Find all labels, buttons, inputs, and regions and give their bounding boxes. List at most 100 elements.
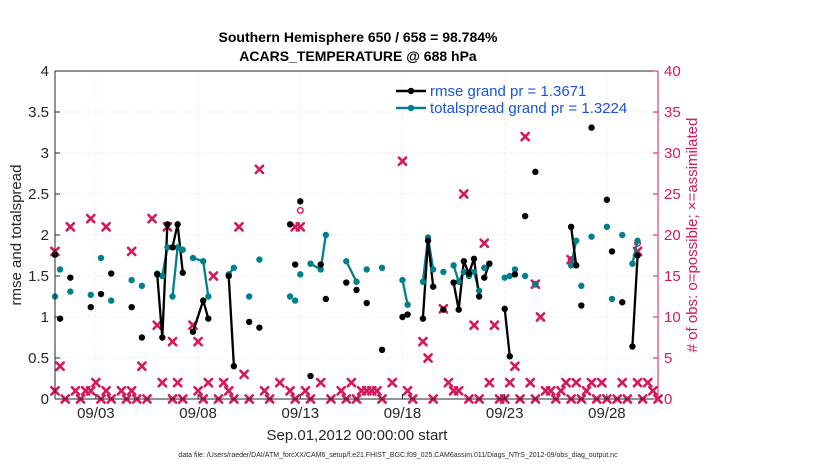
rmse-point <box>256 324 263 331</box>
totalspread-point <box>603 223 611 230</box>
rmse-point <box>291 261 299 268</box>
y-tick-label-right: 10 <box>664 309 681 326</box>
rmse-point <box>225 272 232 280</box>
y-tick-label-right: 25 <box>664 186 681 203</box>
obs-assimilated-marker <box>218 377 229 388</box>
totalspread-point <box>164 244 171 251</box>
obs-assimilated-marker <box>581 385 592 396</box>
chart-title-line1: Southern Hemisphere 650 / 658 = 98.784% <box>219 29 499 45</box>
x-tick-label: 09/28 <box>588 405 626 422</box>
totalspread-point <box>108 297 115 304</box>
y-tick-label: 4 <box>41 63 49 80</box>
obs-assimilated-marker <box>479 238 490 249</box>
obs-assimilated-marker <box>458 189 469 199</box>
rmse-point <box>56 315 64 322</box>
rmse-point <box>532 168 539 176</box>
y-tick-label: 3 <box>41 145 49 162</box>
totalspread-point <box>256 256 263 263</box>
totalspread-point <box>291 297 299 304</box>
y-tick-label: 2 <box>41 227 49 244</box>
rmse-point <box>470 255 478 262</box>
obs-assimilated-marker <box>239 369 249 380</box>
obs-assimilated-marker <box>152 320 163 331</box>
rmse-point <box>608 248 616 255</box>
rmse-point <box>450 279 457 286</box>
totalspread-point <box>169 293 176 300</box>
obs-assimilated-marker <box>387 377 398 388</box>
x-tick-label: 09/03 <box>77 405 115 422</box>
rmse-point <box>307 372 314 380</box>
totalspread-point <box>378 264 386 271</box>
rmse-point <box>511 271 519 278</box>
totalspread-point <box>97 254 105 262</box>
rmse-point <box>475 293 483 300</box>
totalspread-point <box>404 301 411 308</box>
obs-assimilated-marker <box>126 385 137 396</box>
y-tick-label: 0.5 <box>28 350 49 367</box>
totalspread-point <box>475 287 483 294</box>
chart-title-line2: ACARS_TEMPERATURE @ 688 hPa <box>239 48 477 64</box>
obs-assimilated-marker <box>556 385 566 396</box>
totalspread-point <box>460 268 468 276</box>
rmse-point <box>297 198 304 205</box>
totalspread-point <box>501 274 508 281</box>
totalspread-point <box>343 258 350 265</box>
rmse-point <box>245 318 253 326</box>
x-tick-label: 09/18 <box>384 405 422 422</box>
rmse-point <box>179 269 186 276</box>
totalspread-point <box>567 262 575 269</box>
rmse-point <box>578 302 585 309</box>
totalspread-point <box>532 281 539 288</box>
totalspread-point <box>506 272 514 280</box>
obs-assimilated-marker <box>571 377 582 388</box>
rmse-point <box>159 334 166 341</box>
obs-assimilated-marker <box>70 385 81 396</box>
totalspread-line <box>345 260 358 283</box>
y-tick-label-right: 40 <box>664 63 681 80</box>
rmse-point <box>230 363 238 370</box>
totalspread-point <box>322 231 330 239</box>
obs-assimilated-marker <box>372 385 382 396</box>
obs-assimilated-marker <box>586 377 597 388</box>
obs-assimilated-marker <box>285 385 295 396</box>
series-layer <box>50 124 663 404</box>
rmse-line <box>503 308 511 357</box>
obs-assimilated-marker <box>336 385 347 396</box>
obs-assimilated-marker <box>647 385 658 396</box>
totalspread-point <box>205 293 212 300</box>
rmse-point <box>567 223 575 230</box>
rmse-point <box>424 237 432 244</box>
obs-assimilated-marker <box>504 377 515 388</box>
obs-assimilated-marker <box>101 221 112 232</box>
totalspread-line <box>401 279 409 305</box>
obs-assimilated-marker <box>469 320 479 331</box>
rmse-point <box>322 295 330 303</box>
rmse-point <box>404 311 411 318</box>
obs-assimilated-marker <box>510 361 520 372</box>
rmse-point <box>97 290 105 298</box>
obs-possible-marker <box>296 206 304 214</box>
obs-assimilated-marker <box>172 377 183 388</box>
rmse-line <box>631 255 639 347</box>
rmse-line <box>227 275 236 367</box>
rmse-point <box>154 271 161 278</box>
totalspread-point <box>317 266 324 273</box>
totalspread-point <box>87 291 94 299</box>
rmse-point <box>588 124 595 131</box>
rmse-point <box>619 299 626 306</box>
rmse-point <box>460 258 468 265</box>
totalspread-point <box>521 272 529 280</box>
y-tick-label-right: 30 <box>664 145 681 162</box>
rmse-point <box>128 303 135 311</box>
totalspread-point <box>128 276 135 284</box>
rmse-point <box>174 221 181 228</box>
totalspread-point <box>440 268 447 276</box>
obs-assimilated-marker <box>423 353 433 363</box>
rmse-point <box>353 286 360 294</box>
obs-assimilated-marker <box>545 385 556 396</box>
rmse-point <box>634 252 641 259</box>
obs-assimilated-marker <box>418 336 428 347</box>
totalspread-point <box>307 260 314 267</box>
y-tick-label-right: 15 <box>664 268 681 285</box>
totalspread-point <box>629 260 636 267</box>
